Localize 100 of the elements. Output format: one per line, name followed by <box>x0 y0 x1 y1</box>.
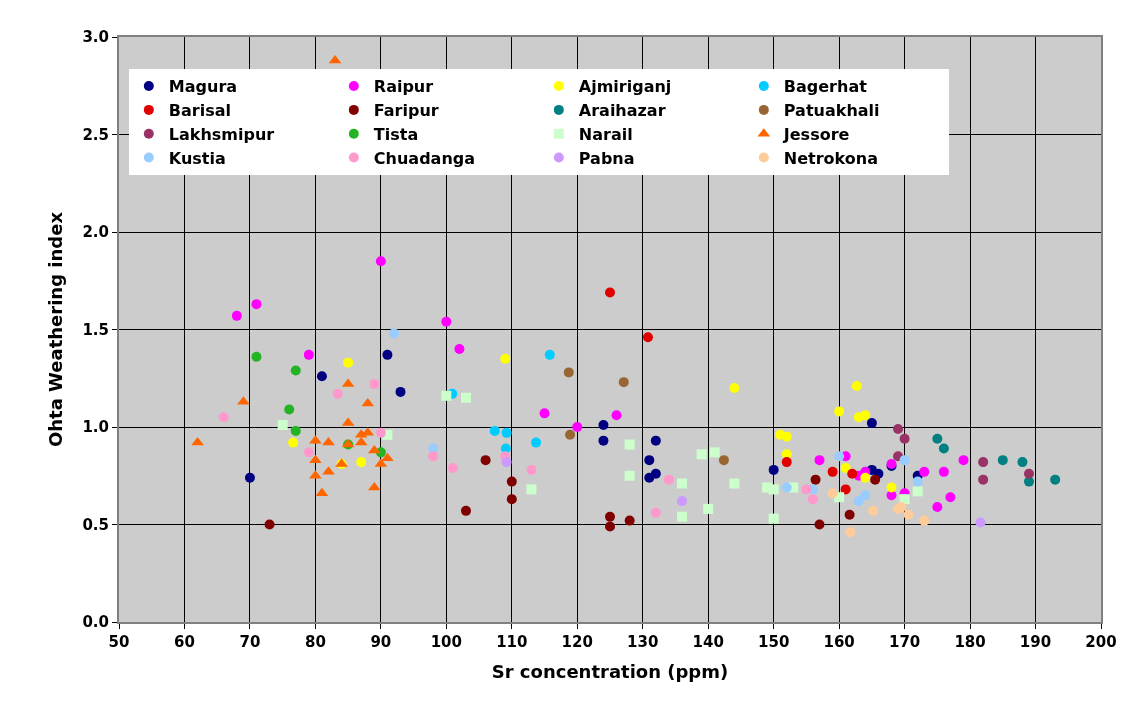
x-tick-label: 130 <box>627 633 659 651</box>
x-tick-label: 110 <box>496 633 528 651</box>
point <box>441 316 452 327</box>
point <box>618 377 629 388</box>
point <box>303 349 314 360</box>
point <box>866 418 877 429</box>
point <box>801 484 812 495</box>
point <box>814 455 825 466</box>
point <box>624 439 635 450</box>
x-tick-label: 70 <box>239 633 261 651</box>
point <box>218 412 229 423</box>
point <box>768 484 779 495</box>
y-tick-label: 1.0 <box>82 418 109 437</box>
point <box>840 462 851 473</box>
point <box>460 505 471 516</box>
point <box>703 503 714 514</box>
point <box>642 332 653 343</box>
legend-label: Lakhsmipur <box>168 124 275 144</box>
point <box>834 406 845 417</box>
point <box>663 474 674 485</box>
legend-label: Raipur <box>373 77 434 97</box>
point <box>677 478 688 489</box>
point <box>814 519 825 530</box>
point <box>544 349 555 360</box>
point <box>598 435 609 446</box>
point <box>827 466 838 477</box>
point <box>454 344 465 354</box>
point <box>932 433 943 444</box>
legend-label: Bagerhat <box>783 77 868 97</box>
legend-label: Patuakhali <box>783 101 880 121</box>
x-tick-label: 190 <box>1019 633 1052 651</box>
legend-label: Magura <box>168 77 238 97</box>
point <box>231 310 242 321</box>
x-tick-label: 90 <box>370 633 392 651</box>
point <box>886 482 897 493</box>
point <box>1023 468 1034 479</box>
x-tick-label: 50 <box>108 633 130 651</box>
x-tick-label: 200 <box>1085 633 1117 651</box>
point <box>810 474 821 485</box>
point <box>428 451 439 462</box>
point <box>781 457 792 468</box>
point <box>526 484 537 495</box>
point <box>768 464 779 475</box>
point <box>851 381 862 392</box>
point <box>388 328 399 339</box>
point <box>303 447 314 458</box>
point <box>650 435 661 446</box>
point <box>912 486 923 497</box>
x-tick-label: 140 <box>692 633 724 651</box>
point <box>328 54 342 64</box>
point <box>315 487 329 497</box>
legend-label: Narail <box>578 124 633 144</box>
legend-label: Ajmiriganj <box>578 77 672 97</box>
point <box>919 466 930 477</box>
point <box>945 492 956 503</box>
point <box>975 517 986 528</box>
point <box>781 482 792 493</box>
point <box>650 507 661 518</box>
point <box>845 527 856 538</box>
legend-label: Barisal <box>168 101 231 121</box>
point <box>827 488 838 499</box>
y-axis-title: Ohta Weathering index <box>45 211 67 448</box>
point <box>899 455 910 466</box>
point <box>251 299 262 310</box>
point <box>531 437 542 448</box>
point <box>903 509 914 520</box>
point <box>899 433 910 444</box>
point <box>768 513 779 524</box>
point <box>598 420 609 431</box>
point <box>375 427 386 438</box>
point <box>847 468 858 479</box>
point <box>807 494 818 505</box>
legend-label: Araihazar <box>578 101 666 121</box>
point <box>369 379 380 390</box>
point <box>899 494 910 505</box>
point <box>284 404 295 415</box>
y-tick-label: 1.5 <box>82 320 109 339</box>
point <box>447 462 458 473</box>
point <box>382 349 393 360</box>
point <box>290 365 301 376</box>
point <box>500 353 511 364</box>
point <box>343 357 354 368</box>
y-tick-label: 2.5 <box>82 125 109 144</box>
point <box>781 431 792 442</box>
point <box>624 515 635 526</box>
legend-label: Faripur <box>373 101 439 121</box>
y-tick-label: 3.0 <box>82 28 109 47</box>
point <box>277 420 288 431</box>
point <box>539 408 550 419</box>
point <box>624 470 635 481</box>
point <box>870 474 881 485</box>
point <box>244 472 255 483</box>
point <box>605 521 615 532</box>
y-tick-label: 2.0 <box>82 223 109 242</box>
x-tick-label: 150 <box>758 633 790 651</box>
point <box>367 444 381 454</box>
point <box>860 410 871 421</box>
legend-label: Netrokona <box>783 148 878 168</box>
point <box>565 429 576 440</box>
point <box>264 519 275 530</box>
